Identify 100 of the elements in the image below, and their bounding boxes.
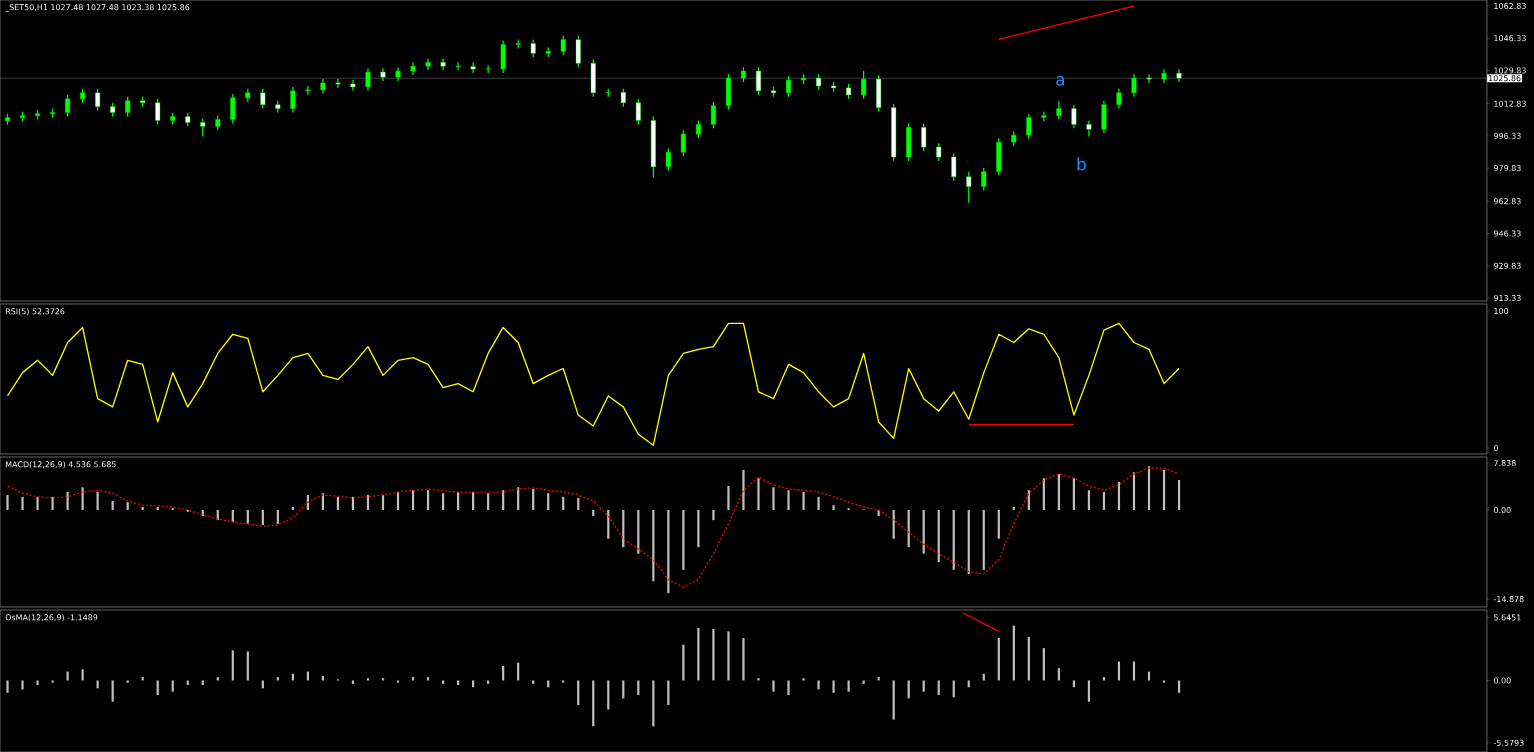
bar (36, 680, 39, 685)
bar (66, 671, 69, 681)
bar (1042, 648, 1045, 681)
bar (487, 493, 490, 510)
bar (81, 669, 84, 681)
bar (772, 680, 775, 692)
bar (772, 487, 775, 510)
candlestick (1116, 88, 1122, 110)
bar (1042, 478, 1045, 510)
bar (667, 509, 670, 594)
bar (411, 677, 415, 681)
bar (141, 677, 144, 681)
bar (276, 509, 279, 524)
bar (952, 509, 955, 570)
bar (997, 509, 1000, 539)
candlestick (440, 57, 446, 71)
bar (787, 680, 790, 696)
candlestick (1146, 73, 1152, 84)
bar (742, 469, 745, 510)
bar (336, 496, 340, 510)
bar (517, 662, 520, 681)
bar (381, 678, 385, 681)
candlestick (305, 85, 311, 96)
bar (1132, 661, 1136, 681)
candlestick (470, 61, 476, 74)
bar (1072, 478, 1075, 510)
bar (1117, 661, 1121, 681)
bar (21, 680, 24, 690)
bar (231, 650, 234, 681)
bar (577, 498, 580, 510)
bar (727, 631, 730, 681)
bar (712, 629, 715, 681)
bar (291, 673, 294, 681)
bar (997, 638, 1000, 681)
candlestick (320, 78, 326, 95)
annotation: b (1077, 157, 1086, 171)
bar (877, 677, 880, 681)
bar (892, 680, 895, 720)
candlestick (410, 61, 416, 76)
candlestick (1131, 73, 1137, 98)
bar (832, 505, 835, 510)
bar (51, 496, 54, 510)
bar (261, 509, 264, 525)
bar (817, 496, 820, 510)
candlestick (1101, 100, 1107, 134)
bar (607, 680, 610, 710)
bar (1147, 671, 1151, 681)
candlestick (455, 61, 461, 71)
bar (246, 509, 249, 524)
bar (111, 501, 114, 510)
bar (426, 677, 430, 681)
bar (817, 680, 820, 690)
bar (306, 671, 309, 681)
bar (1162, 469, 1166, 510)
bar (216, 677, 219, 681)
candlestick (1161, 68, 1167, 84)
bar (982, 673, 985, 681)
bar (126, 502, 129, 510)
bar (652, 509, 655, 582)
bar (562, 496, 565, 510)
bar (1102, 492, 1106, 510)
candlestick (275, 100, 281, 114)
bar (276, 677, 279, 681)
bar (6, 680, 9, 693)
candlestick (1041, 111, 1047, 123)
candlestick (380, 67, 386, 82)
bar (6, 495, 9, 510)
bar (592, 509, 595, 516)
bar (787, 490, 790, 510)
bar (607, 509, 610, 539)
bar (682, 644, 685, 681)
bar (1177, 480, 1181, 510)
bar (682, 509, 685, 570)
bar (36, 496, 39, 510)
annotation: a (1056, 76, 1065, 86)
candlestick (425, 57, 431, 71)
bar (51, 680, 54, 683)
bar (321, 676, 325, 681)
candlestick (290, 86, 296, 114)
candlestick (1071, 104, 1077, 129)
bar (426, 490, 430, 510)
bar (967, 509, 970, 575)
bar (1087, 490, 1091, 510)
bar (246, 651, 249, 681)
bar (411, 490, 415, 510)
bar (66, 492, 69, 510)
bar (96, 492, 99, 510)
candlestick (365, 67, 371, 92)
bar (937, 509, 940, 563)
bar (742, 638, 745, 681)
bar (982, 509, 985, 570)
bar (532, 489, 535, 510)
bar (547, 493, 550, 510)
candlestick (350, 79, 356, 92)
bar (1027, 636, 1030, 681)
bar (727, 486, 730, 510)
bar (802, 678, 805, 681)
bar (1057, 474, 1060, 510)
bar (757, 678, 760, 681)
candlestick (485, 64, 491, 74)
